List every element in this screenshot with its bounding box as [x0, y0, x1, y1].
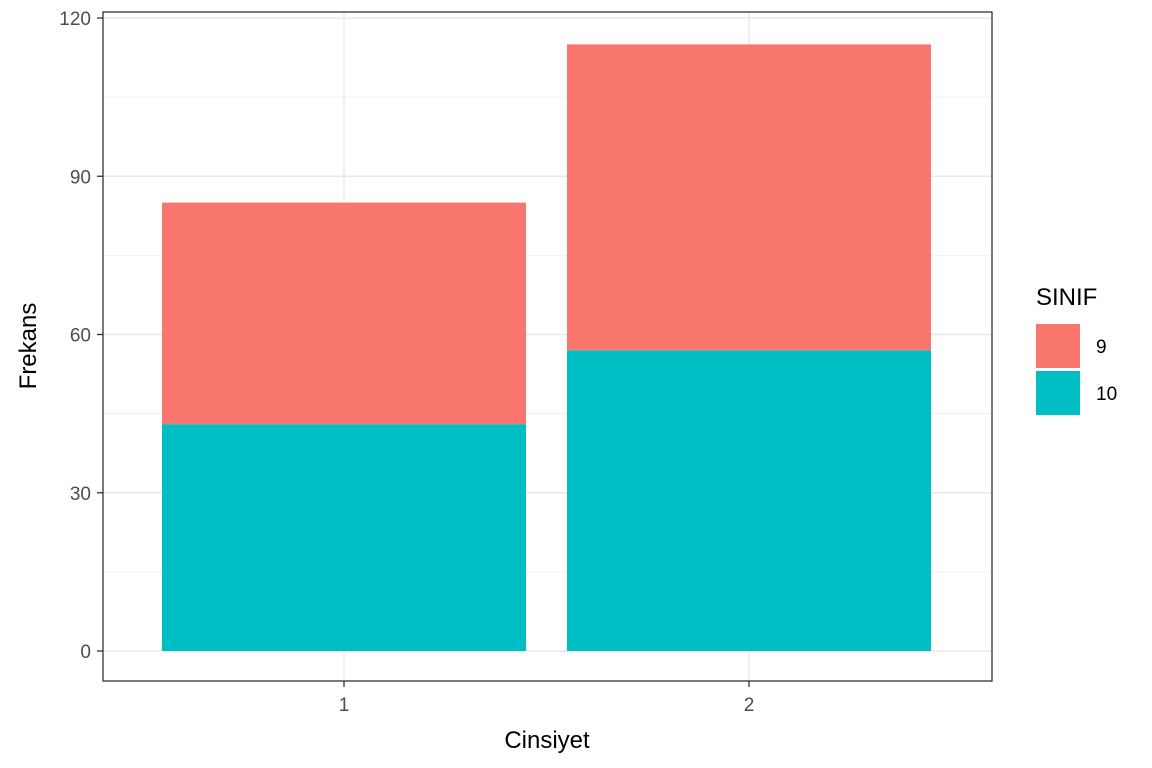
legend-label: 9: [1096, 337, 1107, 358]
y-axis-title: Frekans: [15, 303, 42, 390]
legend: SINIF 9 10: [1036, 284, 1117, 415]
legend-key: [1036, 324, 1080, 368]
y-axis: 0 30 60 90 120: [59, 9, 103, 663]
y-tick-label: 120: [59, 9, 91, 30]
y-tick-label: 60: [70, 326, 91, 347]
x-tick-label: 1: [339, 695, 350, 716]
y-tick-label: 0: [80, 642, 91, 663]
x-axis-title: Cinsiyet: [504, 727, 590, 754]
x-tick-label: 2: [744, 695, 755, 716]
legend-key: [1036, 371, 1080, 415]
bar-segment: [162, 202, 526, 425]
y-tick-label: 30: [70, 484, 91, 505]
y-tick-label: 90: [70, 167, 91, 188]
legend-title: SINIF: [1036, 284, 1097, 311]
legend-label: 10: [1096, 384, 1117, 405]
plot-panel-border: [102, 11, 993, 682]
bar-segment: [567, 44, 931, 351]
bar-segment: [162, 424, 526, 651]
bar-segment: [567, 350, 931, 651]
bars: [162, 44, 931, 651]
